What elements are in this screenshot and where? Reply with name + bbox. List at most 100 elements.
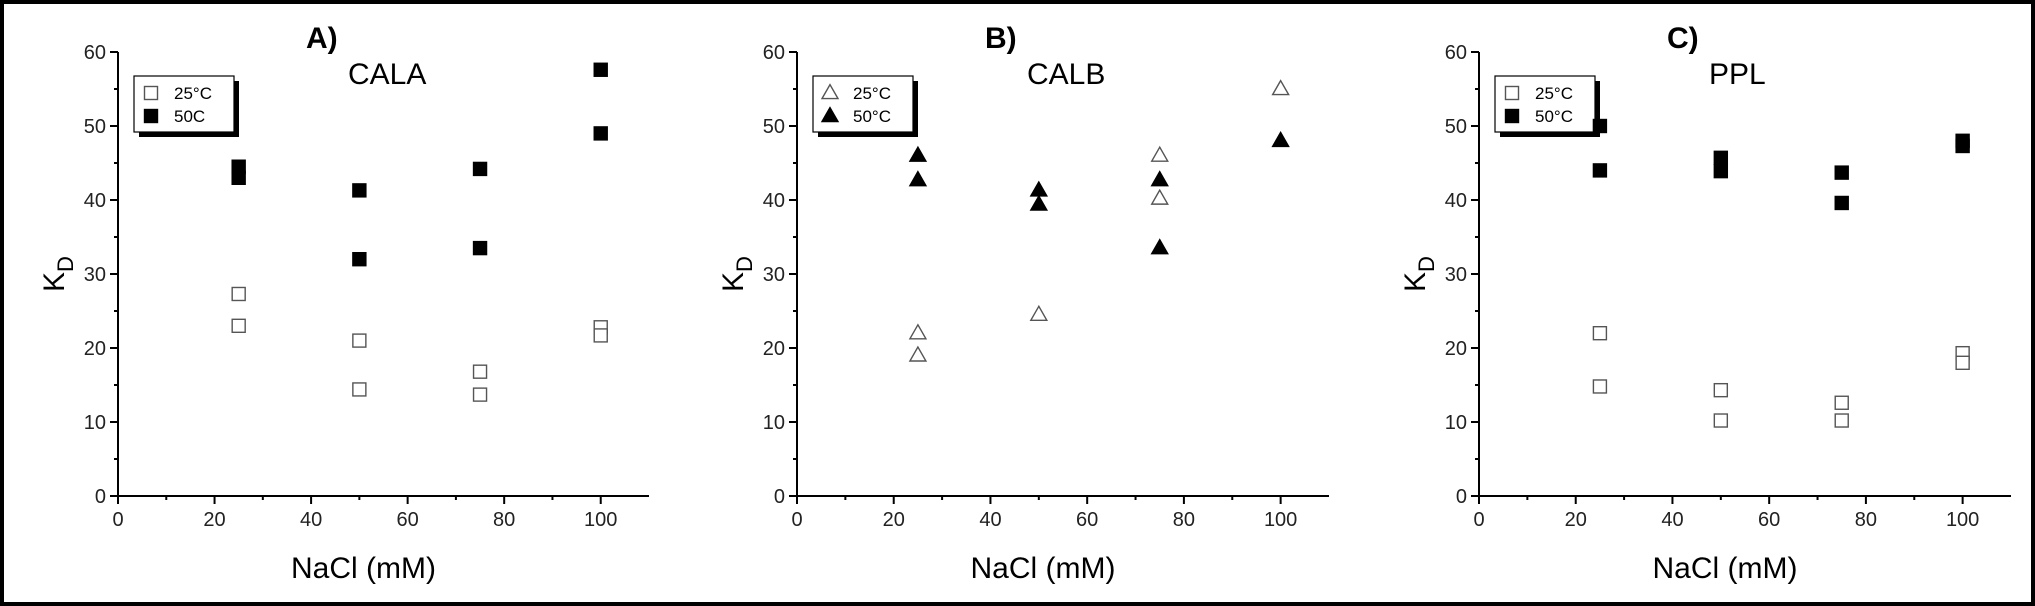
- x-axis-title: NaCl (mM): [291, 552, 436, 585]
- panel-title: CALB: [1027, 58, 1105, 91]
- data-point: [352, 333, 367, 348]
- y-tick-label: 60: [84, 42, 106, 64]
- data-point: [1029, 304, 1049, 321]
- data-point: [1592, 163, 1608, 178]
- y-tick-label: 30: [84, 264, 106, 286]
- x-tick-label: 20: [203, 509, 225, 531]
- legend-label: 25°C: [853, 84, 891, 103]
- x-tick-label: 80: [1855, 509, 1877, 531]
- y-tick-label: 10: [84, 412, 106, 434]
- data-point: [593, 328, 608, 343]
- panel-letter: A): [306, 22, 338, 55]
- data-point: [1834, 165, 1849, 180]
- x-tick-label: 100: [1264, 509, 1297, 531]
- x-tick-label: 0: [1473, 509, 1484, 531]
- x-tick-label: 60: [1076, 509, 1098, 531]
- x-tick-label: 100: [584, 509, 617, 531]
- data-point: [1834, 195, 1849, 211]
- data-point: [593, 126, 608, 141]
- x-tick-label: 80: [1173, 509, 1195, 531]
- data-point: [908, 145, 928, 162]
- y-axis-title-main: K: [717, 272, 750, 292]
- data-point: [1592, 118, 1608, 134]
- panel-letter: B): [985, 22, 1017, 55]
- legend-marker: [143, 85, 159, 101]
- panel-letter: C): [1667, 22, 1699, 55]
- y-tick-label: 10: [1445, 412, 1467, 434]
- data-point: [231, 286, 246, 302]
- y-tick-label: 60: [1445, 42, 1467, 64]
- data-point: [908, 345, 928, 362]
- x-tick-label: 40: [1661, 509, 1683, 531]
- data-point: [1713, 150, 1729, 166]
- legend-marker: [820, 106, 840, 123]
- x-tick-label: 80: [493, 509, 515, 531]
- x-axis-title: NaCl (mM): [1653, 552, 1798, 585]
- x-tick-label: 0: [112, 509, 123, 531]
- data-point: [231, 318, 246, 333]
- y-axis-title-main: K: [38, 272, 71, 292]
- data-point: [472, 364, 488, 379]
- data-point: [1150, 170, 1169, 187]
- y-axis-title-subscript: D: [1414, 256, 1439, 272]
- data-point: [472, 240, 488, 256]
- y-tick-label: 0: [95, 486, 106, 508]
- chart-panel-0: 0 20 40 60 80 100 0 10 20 30 40 50 60 NaCl (mM) KD A) CA…: [38, 22, 649, 585]
- legend-marker: [1504, 108, 1520, 124]
- data-point: [1713, 382, 1729, 398]
- data-point: [1271, 130, 1290, 148]
- data-point: [1271, 79, 1290, 96]
- x-tick-label: 60: [397, 509, 419, 531]
- chart-panel-2: 0 20 40 60 80 100 0 10 20 30 40 50 60 NaCl (mM) KD C) PP…: [1399, 22, 2011, 585]
- data-point: [231, 170, 246, 186]
- data-point: [1834, 413, 1849, 428]
- y-tick-label: 20: [763, 338, 785, 360]
- y-tick-label: 20: [1445, 338, 1467, 360]
- data-point: [1592, 379, 1608, 394]
- panel-title: PPL: [1709, 58, 1766, 91]
- y-tick-label: 10: [763, 412, 785, 434]
- y-axis-title: KD: [1399, 256, 1439, 292]
- y-tick-label: 50: [1445, 116, 1467, 138]
- legend-label: 50C: [174, 107, 205, 126]
- x-tick-label: 20: [1565, 509, 1587, 531]
- data-point: [1150, 238, 1169, 255]
- x-axis-title: NaCl (mM): [971, 552, 1116, 585]
- data-point: [1150, 145, 1169, 162]
- y-tick-label: 30: [763, 264, 785, 286]
- legend-marker: [820, 83, 840, 100]
- y-axis-title: KD: [717, 256, 757, 292]
- data-point: [593, 62, 608, 77]
- data-point: [1592, 326, 1608, 341]
- x-tick-label: 20: [883, 509, 905, 531]
- y-tick-label: 40: [1445, 190, 1467, 212]
- y-axis-title-subscript: D: [53, 256, 78, 272]
- data-point: [1834, 395, 1849, 410]
- data-point: [472, 161, 488, 177]
- data-point: [1955, 355, 1970, 370]
- data-point: [908, 323, 928, 340]
- y-axis-title-subscript: D: [732, 256, 757, 272]
- data-point: [352, 382, 367, 397]
- chart-panel-1: 0 20 40 60 80 100 0 10 20 30 40 50 60 NaCl (mM) KD B) CA…: [717, 22, 1329, 585]
- x-tick-label: 40: [300, 509, 322, 531]
- y-tick-label: 0: [1456, 486, 1467, 508]
- data-point: [1713, 163, 1729, 179]
- y-tick-label: 50: [84, 116, 106, 138]
- y-axis-title-main: K: [1399, 272, 1432, 292]
- y-axis-title: KD: [38, 256, 78, 292]
- data-point: [908, 170, 928, 187]
- legend-marker: [143, 108, 159, 124]
- legend-label: 50°C: [1535, 107, 1573, 126]
- data-point: [472, 387, 488, 402]
- y-tick-label: 60: [763, 42, 785, 64]
- data-point: [1713, 413, 1729, 428]
- data-point: [352, 183, 367, 198]
- y-tick-label: 0: [774, 486, 785, 508]
- y-tick-label: 30: [1445, 264, 1467, 286]
- panel-title: CALA: [348, 58, 426, 91]
- x-tick-label: 60: [1758, 509, 1780, 531]
- data-point: [1029, 194, 1049, 211]
- x-tick-label: 40: [979, 509, 1001, 531]
